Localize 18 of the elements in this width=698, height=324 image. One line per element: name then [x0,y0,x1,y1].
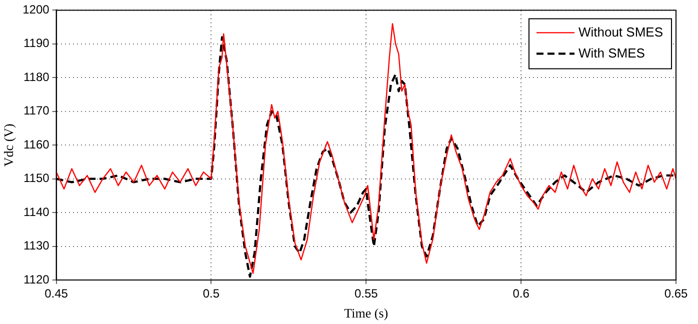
x-tick-label: 0.55 [354,286,378,301]
y-tick-label: 1150 [23,171,50,186]
y-tick-label: 1160 [23,137,50,152]
y-tick-label: 1120 [23,272,50,286]
y-tick-label: 1190 [23,36,50,50]
legend-label: Without SMES [578,24,664,40]
y-tick-label: 1200 [22,2,50,17]
x-tick-label: 0.5 [202,286,220,301]
x-tick-label: 0.45 [44,286,68,301]
y-axis-title: Vdc (V) [1,124,16,167]
x-axis-title: Time (s) [344,306,388,321]
x-tick-label: 0.6 [512,286,530,301]
y-tick-label: 1170 [23,104,50,118]
legend-label: With SMES [578,45,646,60]
y-tick-label: 1140 [23,204,50,219]
y-tick-label: 1180 [23,70,50,84]
x-tick-label: 0.65 [664,286,688,301]
y-tick-label: 1130 [23,238,50,253]
